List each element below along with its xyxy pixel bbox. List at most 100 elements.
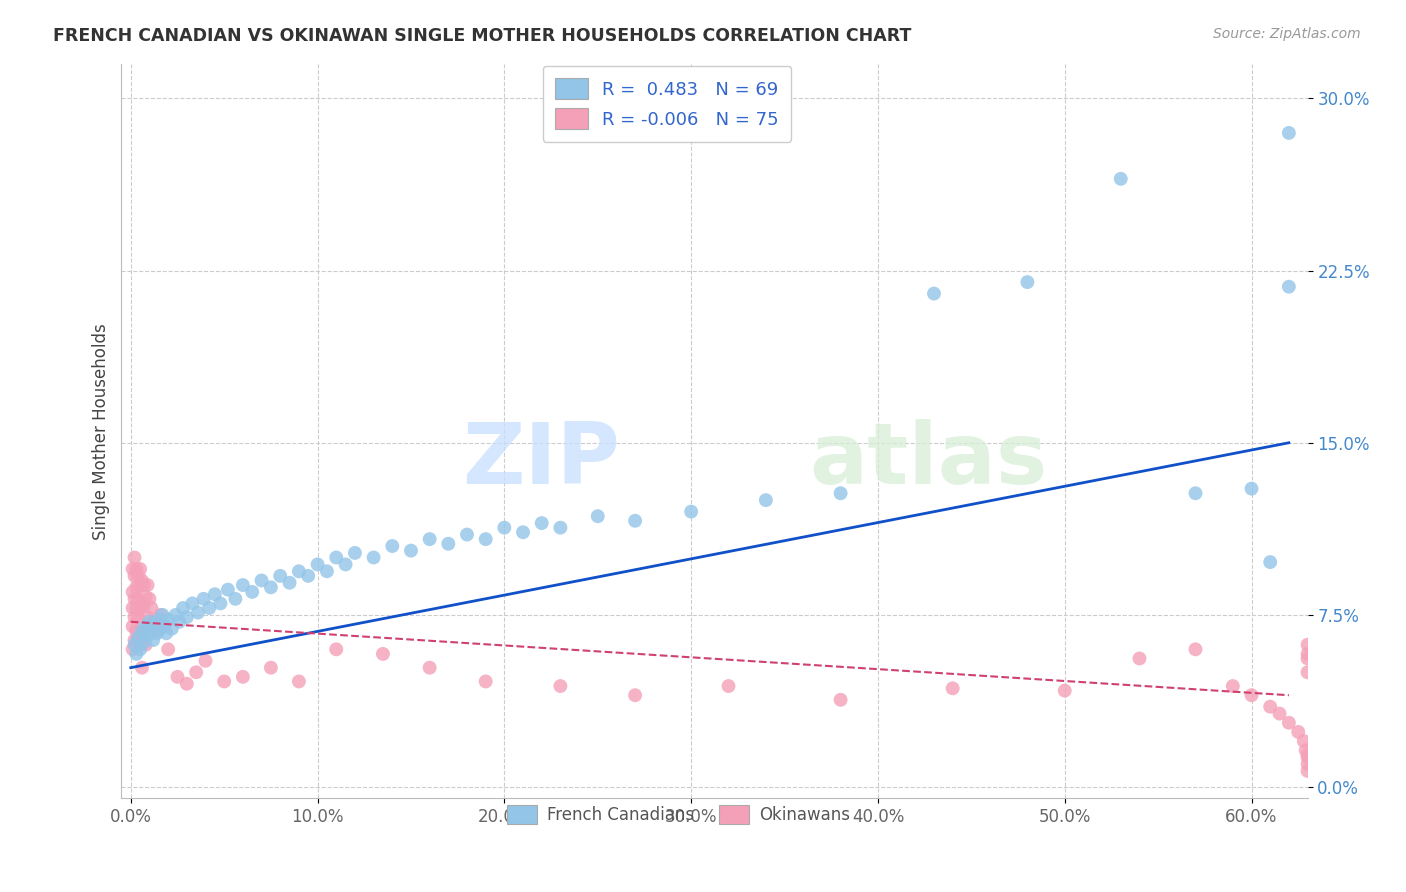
Point <box>121 642 143 657</box>
Point <box>456 527 478 541</box>
Point <box>165 607 187 622</box>
Point <box>1296 647 1319 661</box>
Y-axis label: Single Mother Households: Single Mother Households <box>93 323 110 540</box>
Point <box>586 509 609 524</box>
Point <box>209 596 232 610</box>
Point <box>127 633 149 648</box>
Point <box>1278 715 1301 730</box>
Point <box>550 679 572 693</box>
Point <box>131 624 153 638</box>
Point <box>1268 706 1291 721</box>
Point <box>343 546 366 560</box>
Point <box>250 574 273 588</box>
Point <box>138 591 160 606</box>
Point <box>124 569 146 583</box>
Text: FRENCH CANADIAN VS OKINAWAN SINGLE MOTHER HOUSEHOLDS CORRELATION CHART: FRENCH CANADIAN VS OKINAWAN SINGLE MOTHE… <box>53 27 912 45</box>
Point <box>136 610 159 624</box>
Point <box>1296 750 1319 764</box>
Point <box>419 661 441 675</box>
Point <box>288 674 311 689</box>
Point <box>148 612 170 626</box>
Point <box>153 619 176 633</box>
Point <box>129 642 152 657</box>
Point <box>1240 688 1263 702</box>
Point <box>288 564 311 578</box>
Point <box>624 514 647 528</box>
Point <box>1292 734 1315 748</box>
Point <box>124 633 146 648</box>
Point <box>129 601 152 615</box>
Point <box>125 562 148 576</box>
Point <box>363 550 385 565</box>
Point <box>166 670 188 684</box>
Point <box>325 642 347 657</box>
Point <box>149 607 172 622</box>
Point <box>307 558 329 572</box>
Point <box>143 617 166 632</box>
Point <box>1017 275 1039 289</box>
Point <box>153 617 176 632</box>
Point <box>1296 764 1319 778</box>
Point <box>125 601 148 615</box>
Point <box>176 677 198 691</box>
Point <box>1258 555 1281 569</box>
Point <box>419 532 441 546</box>
Point <box>157 612 180 626</box>
Point <box>142 615 165 629</box>
Point <box>146 626 169 640</box>
Point <box>132 599 155 613</box>
Point <box>1184 642 1206 657</box>
Point <box>124 610 146 624</box>
Point <box>149 622 172 636</box>
Point <box>125 624 148 638</box>
Point <box>142 633 165 648</box>
Point <box>152 607 174 622</box>
Point <box>146 624 169 638</box>
Point <box>260 580 283 594</box>
Point <box>1053 683 1076 698</box>
Point <box>325 550 347 565</box>
Point <box>160 622 183 636</box>
Point <box>129 638 152 652</box>
Point <box>1278 279 1301 293</box>
Point <box>204 587 226 601</box>
Point <box>1296 638 1319 652</box>
Point <box>922 286 945 301</box>
Point <box>169 615 191 629</box>
Point <box>474 674 496 689</box>
Point <box>124 591 146 606</box>
Point <box>1278 126 1301 140</box>
Point <box>124 550 146 565</box>
Point <box>136 578 159 592</box>
Point <box>187 606 209 620</box>
Point <box>1296 651 1319 665</box>
Point <box>155 626 177 640</box>
Text: Source: ZipAtlas.com: Source: ZipAtlas.com <box>1213 27 1361 41</box>
Point <box>232 670 254 684</box>
Point <box>278 575 301 590</box>
Point <box>136 628 159 642</box>
Point <box>494 521 516 535</box>
Point <box>186 665 208 680</box>
Point <box>1258 699 1281 714</box>
Point <box>830 486 852 500</box>
Point <box>131 596 153 610</box>
Point <box>131 574 153 588</box>
Point <box>135 590 157 604</box>
Point <box>135 638 157 652</box>
Point <box>129 562 152 576</box>
Point <box>755 493 778 508</box>
Point <box>129 578 152 592</box>
Point <box>942 681 965 696</box>
Point <box>1184 486 1206 500</box>
Point <box>127 631 149 645</box>
Point <box>474 532 496 546</box>
Point <box>1296 665 1319 680</box>
Point <box>132 578 155 592</box>
Point <box>335 558 357 572</box>
Point <box>399 543 422 558</box>
Point <box>131 661 153 675</box>
Point <box>135 619 157 633</box>
Point <box>269 569 291 583</box>
Point <box>1128 651 1150 665</box>
